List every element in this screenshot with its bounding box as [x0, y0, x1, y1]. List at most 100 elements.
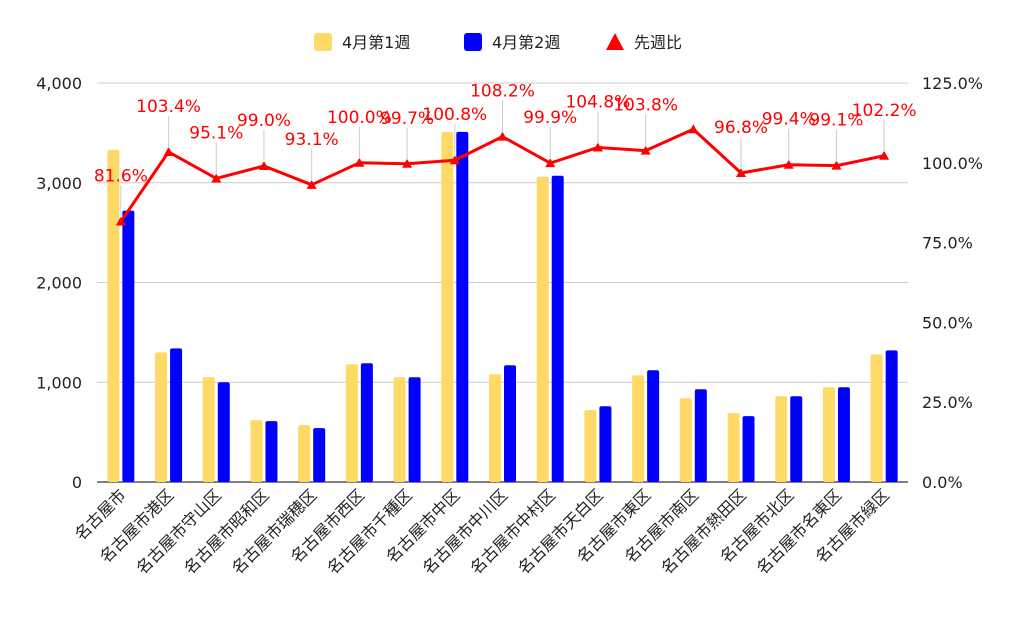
gridlines — [97, 82, 908, 483]
y-left-tick-label: 4,000 — [36, 74, 82, 93]
bar-week2 — [742, 416, 755, 482]
y-right-tick-label: 100.0% — [922, 154, 983, 173]
ratio-line — [115, 124, 890, 226]
bar-week2 — [504, 365, 516, 482]
bar-week1 — [345, 364, 358, 482]
bar-week1 — [250, 420, 263, 482]
bar-week2 — [647, 370, 660, 482]
ratio-point — [354, 157, 365, 167]
y-right-tick-label: 25.0% — [922, 393, 973, 412]
legend-swatch — [464, 33, 482, 51]
bar-week1 — [441, 131, 454, 482]
bar-week2 — [360, 363, 373, 482]
ratio-data-label: 99.1% — [809, 111, 863, 131]
ratio-data-label: 99.4% — [762, 110, 816, 130]
ratio-data-label: 103.8% — [613, 96, 678, 116]
ratio-data-label: 96.8% — [714, 118, 768, 138]
bar-week2 — [217, 382, 230, 482]
ratio-data-label: 99.0% — [237, 111, 291, 131]
y-right-tick-label: 50.0% — [922, 313, 973, 332]
y-right-tick-label: 0.0% — [922, 473, 963, 492]
y-left-tick-label: 0 — [72, 473, 82, 492]
ratio-data-label: 103.4% — [136, 97, 201, 117]
y-axis-left: 0 1,000 2,000 3,000 4,000 — [36, 74, 82, 492]
bar-week2 — [408, 377, 421, 482]
ratio-point — [831, 160, 842, 170]
y-right-tick-label: 75.0% — [922, 234, 973, 253]
y-left-tick-label: 1,000 — [36, 373, 82, 392]
bar-week2 — [456, 131, 469, 482]
ratio-point — [449, 155, 460, 165]
ratio-point — [688, 124, 699, 134]
legend-swatch — [314, 33, 332, 51]
x-axis: 名古屋市名古屋市港区名古屋市守山区名古屋市昭和区名古屋市瑞穂区名古屋市西区名古屋… — [71, 485, 893, 578]
legend-label: 4月第2週 — [492, 33, 560, 52]
bar-week1 — [298, 425, 311, 482]
ratio-point — [115, 216, 126, 226]
ratio-point — [879, 150, 890, 160]
bar-week2 — [790, 396, 803, 482]
x-category-label: 名古屋市名東区 — [753, 485, 846, 578]
ratio-point — [306, 179, 317, 189]
bar-week2 — [551, 175, 564, 482]
ratio-point — [258, 160, 269, 170]
bar-week1 — [632, 375, 645, 482]
bar-week1 — [775, 396, 788, 482]
x-category-label: 名古屋市瑞穂区 — [228, 485, 321, 578]
ratio-point — [640, 145, 651, 155]
ratio-data-label: 93.1% — [285, 130, 339, 150]
bar-week1 — [536, 176, 549, 482]
legend-label: 先週比 — [634, 33, 682, 52]
ratio-data-label: 100.8% — [422, 105, 487, 125]
bars — [107, 131, 898, 482]
y-axis-right: 0.0% 25.0% 50.0% 75.0% 100.0% 125.0% — [922, 74, 983, 492]
bar-week1 — [822, 387, 835, 482]
y-right-tick-label: 125.0% — [922, 74, 983, 93]
x-category-label: 名古屋市守山区 — [132, 485, 225, 578]
ratio-point — [736, 168, 747, 178]
ratio-data-label: 102.2% — [852, 101, 917, 121]
y-left-tick-label: 3,000 — [36, 174, 82, 193]
ratio-point — [497, 131, 508, 141]
y-left-tick-label: 2,000 — [36, 274, 82, 293]
ratio-point — [163, 146, 174, 156]
ratio-data-label: 99.7% — [380, 109, 434, 129]
bar-week1 — [727, 413, 740, 482]
bar-week2 — [694, 389, 707, 482]
x-category-label: 名古屋市昭和区 — [180, 485, 273, 578]
ratio-point — [592, 142, 603, 152]
x-category-label: 名古屋市千種区 — [323, 485, 416, 578]
ratio-data-label: 104.8% — [565, 92, 630, 112]
bar-week1 — [202, 377, 215, 482]
bar-week1 — [155, 352, 168, 482]
legend: 4月第1週 4月第2週 先週比 — [314, 33, 682, 52]
ratio-point — [783, 159, 794, 169]
bar-week2 — [265, 421, 278, 482]
legend-swatch — [606, 33, 624, 50]
ratio-data-label: 99.9% — [523, 108, 577, 128]
bar-week1 — [489, 374, 501, 482]
bar-week2 — [313, 428, 326, 482]
bar-week1 — [870, 354, 883, 482]
bar-week2 — [885, 350, 898, 482]
x-category-label: 名古屋市天白区 — [514, 485, 607, 578]
x-category-label: 名古屋市中川区 — [419, 485, 512, 578]
bar-week2 — [599, 406, 612, 482]
bar-week1 — [107, 149, 120, 482]
ratio-point — [211, 173, 222, 183]
bar-week1 — [393, 377, 406, 482]
ratio-data-label: 95.1% — [189, 123, 243, 143]
bar-week2 — [837, 387, 850, 482]
bar-week2 — [170, 348, 183, 482]
data-labels: 81.6% 103.4% 95.1%99.0%93.1%100.0%99.7%100… — [94, 82, 917, 218]
ratio-point — [545, 158, 556, 168]
ratio-data-label: 108.2% — [470, 82, 535, 102]
x-category-label: 名古屋市熱田区 — [657, 485, 750, 578]
x-category-label: 名古屋市中村区 — [466, 485, 559, 578]
bar-week2 — [122, 210, 135, 482]
ratio-point — [402, 158, 413, 168]
bar-week1 — [584, 410, 597, 482]
legend-label: 4月第1週 — [342, 33, 410, 52]
